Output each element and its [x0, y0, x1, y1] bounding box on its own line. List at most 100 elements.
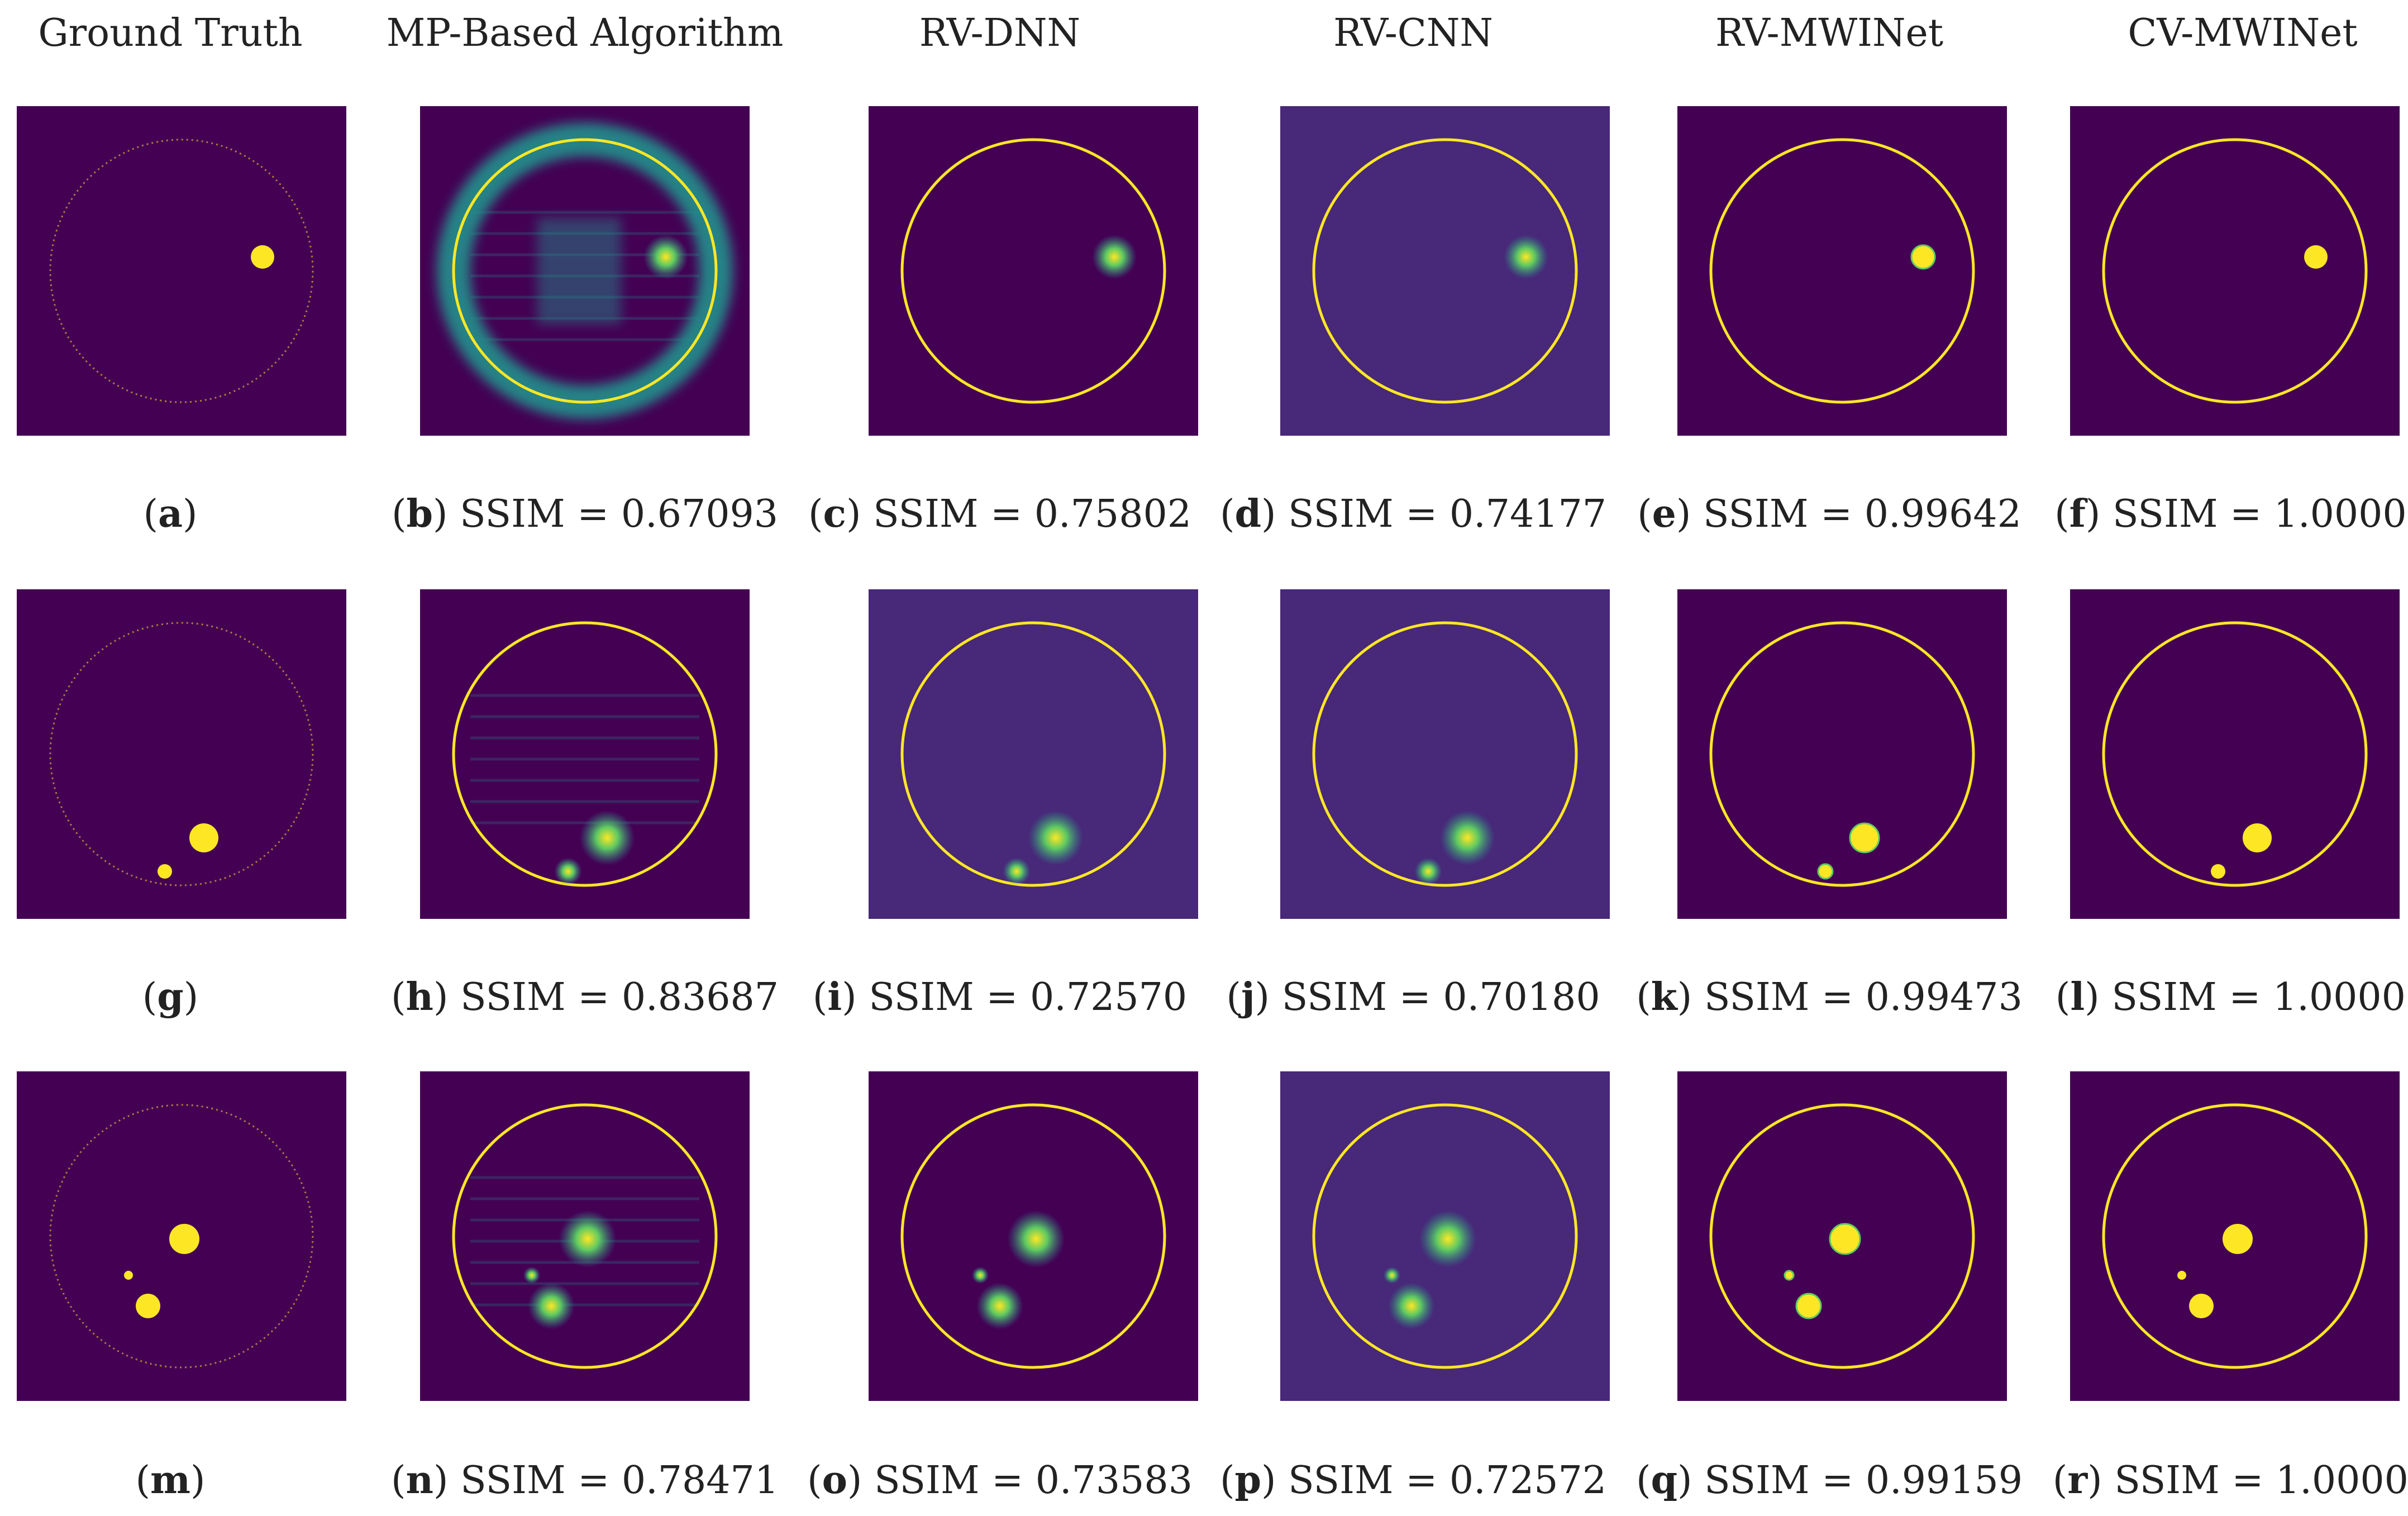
- panel-background: [2070, 589, 2400, 919]
- target-blob: [1784, 1270, 1795, 1281]
- column-header-1: MP-Based Algorithm: [386, 11, 784, 55]
- caption-h: (h) SSIM = 0.83687: [390, 975, 779, 1019]
- caption-c: (c) SSIM = 0.75802: [808, 492, 1191, 536]
- target-blob: [169, 1224, 199, 1254]
- target-blob: [189, 823, 218, 852]
- dotted-boundary: [49, 1104, 314, 1369]
- panel-image-d: [1280, 106, 1610, 436]
- ssim-label: SSIM: [2113, 492, 2218, 536]
- ssim-value: 1.00000: [2276, 1458, 2408, 1503]
- panel-background: [420, 589, 750, 919]
- boundary-ring: [1709, 138, 1975, 404]
- panel-image-n: [420, 1071, 750, 1401]
- panel-image-j: [1280, 589, 1610, 919]
- caption-l: (l) SSIM = 1.00000: [2042, 966, 2408, 1028]
- panel-letter: j: [1241, 975, 1255, 1019]
- panel-background: [1677, 589, 2007, 919]
- reconstruction-svg-a: [17, 106, 346, 436]
- caption-g: (g): [142, 975, 199, 1019]
- reconstruction-svg-e: [1677, 106, 2007, 436]
- target-blob: [124, 1271, 133, 1280]
- reconstructed-blob: [1092, 235, 1137, 279]
- panel-letter: m: [150, 1458, 190, 1503]
- reconstructed-blob: [643, 235, 688, 279]
- reconstructed-blob: [559, 1210, 617, 1268]
- caption-m: (m): [135, 1458, 206, 1503]
- ssim-label: SSIM: [2111, 975, 2217, 1019]
- reconstructed-blob: [1414, 857, 1442, 885]
- caption-r: (r) SSIM = 1.00000: [2042, 1450, 2408, 1511]
- target-blob: [2177, 1271, 2186, 1280]
- ssim-value: 0.73583: [1035, 1458, 1193, 1503]
- target-blob: [2223, 1224, 2253, 1254]
- ssim-value: 1.00000: [2273, 492, 2408, 536]
- panel-image-r: [2070, 1071, 2400, 1401]
- ssim-value: 0.78471: [621, 1458, 779, 1503]
- reconstruction-svg-i: [869, 589, 1198, 919]
- ssim-label: SSIM: [1288, 1458, 1394, 1503]
- ssim-label: SSIM: [460, 492, 565, 536]
- ssim-value: 0.83687: [621, 975, 779, 1019]
- panel-background: [17, 106, 346, 436]
- ssim-value: 0.99473: [1865, 975, 2023, 1019]
- column-header-2: RV-DNN: [919, 11, 1081, 55]
- reconstructed-blob: [528, 1283, 575, 1329]
- reconstructed-blob: [1419, 1210, 1477, 1268]
- panel-letter: r: [2067, 1458, 2088, 1503]
- target-blob: [1795, 1293, 1822, 1319]
- panel-letter: i: [827, 975, 842, 1019]
- target-blob: [2211, 864, 2225, 879]
- column-header-0: Ground Truth: [38, 11, 303, 55]
- boundary-ring: [1312, 138, 1578, 404]
- ssim-label: SSIM: [874, 1458, 980, 1503]
- dotted-boundary: [49, 139, 314, 403]
- target-blob: [136, 1294, 160, 1318]
- panel-letter: n: [406, 1458, 433, 1503]
- boundary-ring: [1312, 621, 1578, 887]
- panel-letter: h: [406, 975, 433, 1019]
- boundary-ring: [2102, 621, 2368, 887]
- ssim-label: SSIM: [1703, 492, 1809, 536]
- target-blob: [2304, 245, 2328, 269]
- reconstructed-blob: [1388, 1283, 1435, 1329]
- ssim-value: 0.99642: [1864, 492, 2021, 536]
- caption-e: (e) SSIM = 0.99642: [1637, 492, 2021, 536]
- boundary-ring: [900, 1103, 1166, 1369]
- reconstruction-svg-r: [2070, 1071, 2400, 1401]
- panel-letter: f: [2069, 492, 2086, 536]
- panel-background: [17, 589, 346, 919]
- boundary-ring: [452, 621, 718, 887]
- ssim-label: SSIM: [460, 1458, 566, 1503]
- boundary-ring: [1312, 1103, 1578, 1369]
- column-header-5: CV-MWINet: [2128, 11, 2358, 55]
- ssim-label: SSIM: [1704, 1458, 1810, 1503]
- reconstructed-blob: [554, 857, 582, 885]
- target-blob: [158, 864, 172, 879]
- panel-image-g: [17, 589, 346, 919]
- ssim-label: SSIM: [1704, 975, 1810, 1019]
- panel-letter: p: [1234, 1458, 1262, 1503]
- ssim-value: 0.67093: [621, 492, 779, 536]
- caption-i: (i) SSIM = 0.72570: [812, 975, 1188, 1019]
- reconstructed-blob: [523, 1266, 541, 1284]
- caption-j: (j) SSIM = 0.70180: [1226, 975, 1600, 1019]
- ssim-value: 0.70180: [1443, 975, 1600, 1019]
- panel-image-k: [1677, 589, 2007, 919]
- panel-image-p: [1280, 1071, 1610, 1401]
- panel-image-m: [17, 1071, 346, 1401]
- ssim-value: 0.72572: [1449, 1458, 1607, 1503]
- reconstruction-svg-d: [1280, 106, 1610, 436]
- boundary-ring: [2102, 138, 2368, 404]
- caption-k: (k) SSIM = 0.99473: [1636, 975, 2023, 1019]
- reconstructed-blob: [1383, 1266, 1401, 1284]
- panel-letter: b: [406, 492, 433, 536]
- boundary-ring: [1709, 1103, 1975, 1369]
- boundary-ring: [900, 138, 1166, 404]
- column-header-4: RV-MWINet: [1715, 11, 1944, 55]
- panel-letter: d: [1234, 492, 1262, 536]
- panel-image-a: [17, 106, 346, 436]
- panel-image-h: [420, 589, 750, 919]
- panel-background: [1280, 589, 1610, 919]
- boundary-ring: [900, 621, 1166, 887]
- panel-image-l: [2070, 589, 2400, 919]
